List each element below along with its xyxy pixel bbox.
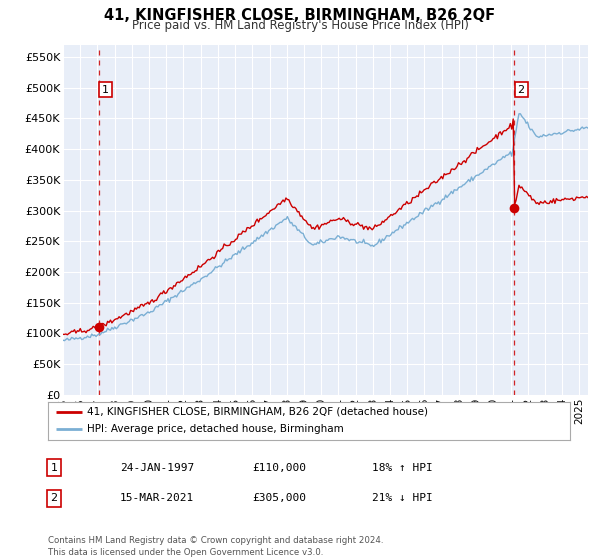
Text: 41, KINGFISHER CLOSE, BIRMINGHAM, B26 2QF (detached house): 41, KINGFISHER CLOSE, BIRMINGHAM, B26 2Q… bbox=[87, 407, 428, 417]
Text: 2: 2 bbox=[50, 493, 58, 503]
Text: Price paid vs. HM Land Registry's House Price Index (HPI): Price paid vs. HM Land Registry's House … bbox=[131, 19, 469, 32]
Text: 21% ↓ HPI: 21% ↓ HPI bbox=[372, 493, 433, 503]
Text: 2: 2 bbox=[518, 85, 525, 95]
Text: £305,000: £305,000 bbox=[252, 493, 306, 503]
Text: 15-MAR-2021: 15-MAR-2021 bbox=[120, 493, 194, 503]
Text: 24-JAN-1997: 24-JAN-1997 bbox=[120, 463, 194, 473]
Text: £110,000: £110,000 bbox=[252, 463, 306, 473]
Text: 18% ↑ HPI: 18% ↑ HPI bbox=[372, 463, 433, 473]
Text: 41, KINGFISHER CLOSE, BIRMINGHAM, B26 2QF: 41, KINGFISHER CLOSE, BIRMINGHAM, B26 2Q… bbox=[104, 8, 496, 24]
Text: 1: 1 bbox=[50, 463, 58, 473]
Text: 1: 1 bbox=[102, 85, 109, 95]
Text: Contains HM Land Registry data © Crown copyright and database right 2024.
This d: Contains HM Land Registry data © Crown c… bbox=[48, 536, 383, 557]
Text: HPI: Average price, detached house, Birmingham: HPI: Average price, detached house, Birm… bbox=[87, 424, 344, 435]
